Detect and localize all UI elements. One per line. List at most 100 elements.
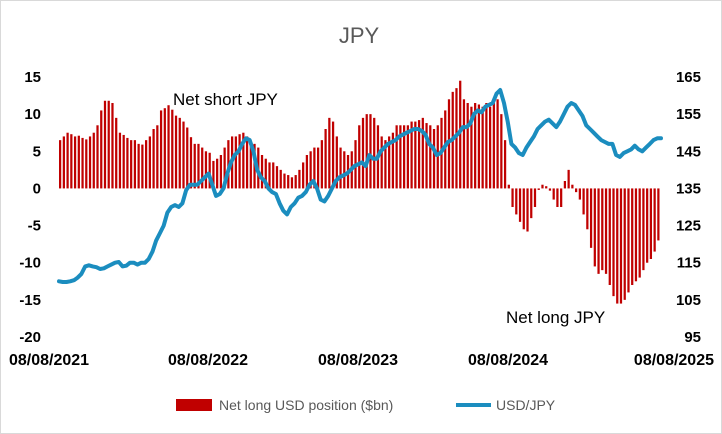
legend-label-line: USD/JPY — [496, 397, 556, 413]
bar — [541, 184, 544, 189]
bar — [533, 188, 537, 207]
bar — [417, 120, 421, 189]
bar — [245, 136, 249, 189]
annotation-net-long: Net long JPY — [506, 308, 605, 327]
bar — [130, 140, 133, 189]
left-tick-label: 0 — [33, 180, 41, 197]
bar — [145, 140, 148, 189]
bar — [298, 169, 301, 189]
bar — [582, 188, 585, 215]
bar — [324, 129, 327, 189]
x-tick-label: 08/08/2021 — [9, 352, 89, 369]
left-tick-label: 10 — [24, 106, 41, 123]
left-tick-label: -20 — [19, 329, 41, 346]
bar — [485, 103, 488, 189]
bar — [373, 117, 376, 189]
bar — [466, 103, 469, 189]
bar — [193, 143, 196, 189]
legend: Net long USD position ($bn) USD/JPY — [176, 397, 556, 413]
bar — [66, 132, 69, 189]
bar — [518, 188, 522, 222]
left-tick-label: -15 — [19, 292, 41, 309]
bar — [339, 147, 342, 189]
bar — [279, 169, 282, 189]
bar — [481, 106, 484, 189]
bar — [343, 151, 346, 189]
bar — [234, 136, 237, 189]
bar — [575, 188, 578, 193]
bar — [77, 135, 80, 189]
bar — [638, 188, 641, 278]
bar — [503, 140, 507, 189]
bar — [174, 115, 178, 189]
bar — [612, 188, 615, 297]
bar — [455, 88, 458, 189]
bar — [414, 121, 417, 189]
annotation-net-short: Net short JPY — [173, 90, 278, 109]
bar — [81, 137, 84, 189]
bar — [268, 162, 271, 189]
left-tick-label: -5 — [28, 218, 41, 235]
bar — [530, 188, 533, 219]
bar — [597, 188, 600, 274]
bar — [391, 132, 395, 189]
bar — [118, 132, 122, 189]
bar — [197, 143, 200, 189]
right-tick-label: 135 — [676, 180, 701, 197]
x-tick-label: 08/08/2022 — [168, 352, 248, 369]
bar — [137, 143, 140, 189]
right-tick-label: 155 — [676, 106, 701, 123]
usdjpy-line — [57, 88, 663, 284]
x-tick-label: 08/08/2024 — [468, 352, 548, 369]
right-tick-label: 95 — [684, 329, 701, 346]
bar — [522, 188, 525, 230]
bar — [631, 188, 634, 285]
bar — [152, 129, 155, 189]
bar — [436, 125, 439, 189]
bar — [511, 188, 514, 207]
bar — [545, 186, 548, 189]
bar — [462, 99, 466, 189]
bar — [608, 188, 611, 285]
bar — [159, 110, 163, 189]
bar — [264, 158, 267, 189]
bar — [92, 132, 95, 189]
bar — [470, 106, 473, 189]
bar — [178, 117, 181, 189]
bar — [141, 144, 144, 189]
bar — [294, 175, 297, 189]
bar — [328, 117, 331, 189]
bar — [563, 181, 567, 189]
bar — [410, 121, 413, 189]
bar — [317, 147, 320, 189]
bar — [305, 155, 309, 189]
bar — [477, 104, 481, 189]
bar — [309, 151, 312, 189]
bar — [126, 137, 129, 189]
bar — [148, 136, 151, 189]
bar — [586, 188, 589, 230]
bar — [73, 136, 77, 189]
left-tick-label: 15 — [24, 69, 41, 86]
bar — [496, 99, 499, 189]
bar — [604, 188, 608, 274]
bar — [403, 125, 406, 189]
right-tick-label: 105 — [676, 292, 701, 309]
bar — [616, 188, 619, 304]
bar — [657, 188, 660, 241]
bar — [623, 188, 626, 300]
bar — [578, 188, 581, 200]
chart-title: JPY — [339, 23, 380, 48]
x-axis-ticks: 08/08/2021 08/08/2022 08/08/2023 08/08/2024… — [9, 352, 714, 369]
bar — [275, 166, 279, 189]
bar — [526, 188, 529, 232]
bar — [358, 125, 361, 189]
x-tick-label: 08/08/2025 — [634, 352, 714, 369]
bar — [593, 188, 596, 267]
bar — [133, 140, 137, 189]
bar — [216, 158, 219, 189]
bar — [489, 106, 492, 189]
bar — [272, 162, 275, 189]
bar — [429, 125, 432, 189]
